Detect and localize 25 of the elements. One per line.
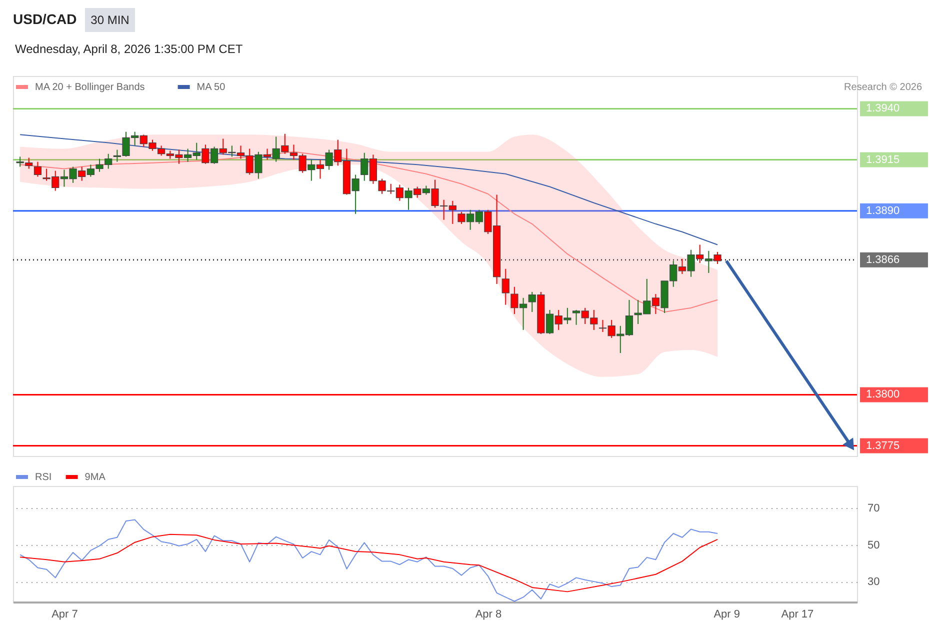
- y-tick-label: 70: [868, 502, 880, 515]
- legend-label: MA 20 + Bollinger Bands: [35, 82, 145, 93]
- x-tick-label: Apr 9: [714, 608, 740, 620]
- y-tick-label: 30: [868, 576, 880, 588]
- x-tick-label: Apr 8: [475, 608, 502, 620]
- ref-line-label: 1.3940: [866, 102, 900, 115]
- ref-line-label: 1.3866: [866, 254, 900, 266]
- y-tick-label: 50: [868, 539, 880, 552]
- legend-label: RSI: [35, 472, 52, 483]
- legend-label: MA 50: [196, 82, 226, 93]
- annotation: Research © 2026: [844, 82, 922, 93]
- line-series: [20, 519, 718, 602]
- ref-line-label: 1.3915: [866, 154, 900, 166]
- x-tick-label: Apr 17: [781, 608, 814, 620]
- ref-line-label: 1.3890: [866, 204, 900, 217]
- chart-subtitle: Wednesday, April 8, 2026 1:35:00 PM CET: [15, 42, 244, 56]
- ref-line-label: 1.3775: [866, 440, 900, 452]
- line-series: [20, 534, 718, 592]
- x-tick-label: Apr 7: [52, 608, 78, 620]
- text: 30 MIN: [90, 13, 130, 27]
- candlestick: [34, 161, 42, 178]
- ref-line-label: 1.3800: [866, 388, 900, 401]
- chart-title: USD/CAD: [13, 11, 77, 27]
- candlestick: [502, 268, 510, 306]
- legend-label: 9MA: [84, 472, 106, 483]
